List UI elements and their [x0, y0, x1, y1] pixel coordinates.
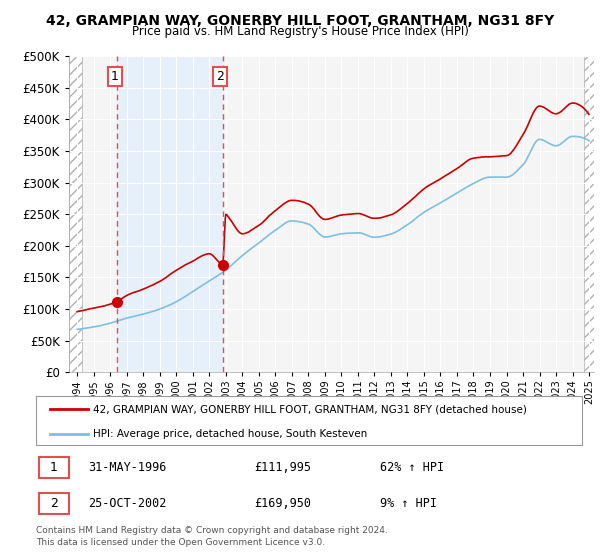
Bar	[69, 56, 82, 372]
FancyBboxPatch shape	[39, 457, 69, 478]
Bar	[584, 56, 594, 372]
Text: 2: 2	[50, 497, 58, 510]
Text: HPI: Average price, detached house, South Kesteven: HPI: Average price, detached house, Sout…	[94, 430, 368, 440]
Text: 42, GRAMPIAN WAY, GONERBY HILL FOOT, GRANTHAM, NG31 8FY: 42, GRAMPIAN WAY, GONERBY HILL FOOT, GRA…	[46, 14, 554, 28]
Text: £111,995: £111,995	[254, 461, 311, 474]
Text: 62% ↑ HPI: 62% ↑ HPI	[380, 461, 444, 474]
Text: 9% ↑ HPI: 9% ↑ HPI	[380, 497, 437, 510]
FancyBboxPatch shape	[39, 493, 69, 514]
FancyBboxPatch shape	[36, 396, 582, 445]
Text: 42, GRAMPIAN WAY, GONERBY HILL FOOT, GRANTHAM, NG31 8FY (detached house): 42, GRAMPIAN WAY, GONERBY HILL FOOT, GRA…	[94, 404, 527, 414]
Text: 1: 1	[50, 461, 58, 474]
Text: 31-MAY-1996: 31-MAY-1996	[88, 461, 166, 474]
Text: £169,950: £169,950	[254, 497, 311, 510]
Text: Price paid vs. HM Land Registry's House Price Index (HPI): Price paid vs. HM Land Registry's House …	[131, 25, 469, 38]
Text: 2: 2	[216, 70, 224, 83]
Bar	[117, 56, 223, 372]
Text: 25-OCT-2002: 25-OCT-2002	[88, 497, 166, 510]
Text: 1: 1	[111, 70, 119, 83]
Text: Contains HM Land Registry data © Crown copyright and database right 2024.
This d: Contains HM Land Registry data © Crown c…	[36, 526, 388, 547]
